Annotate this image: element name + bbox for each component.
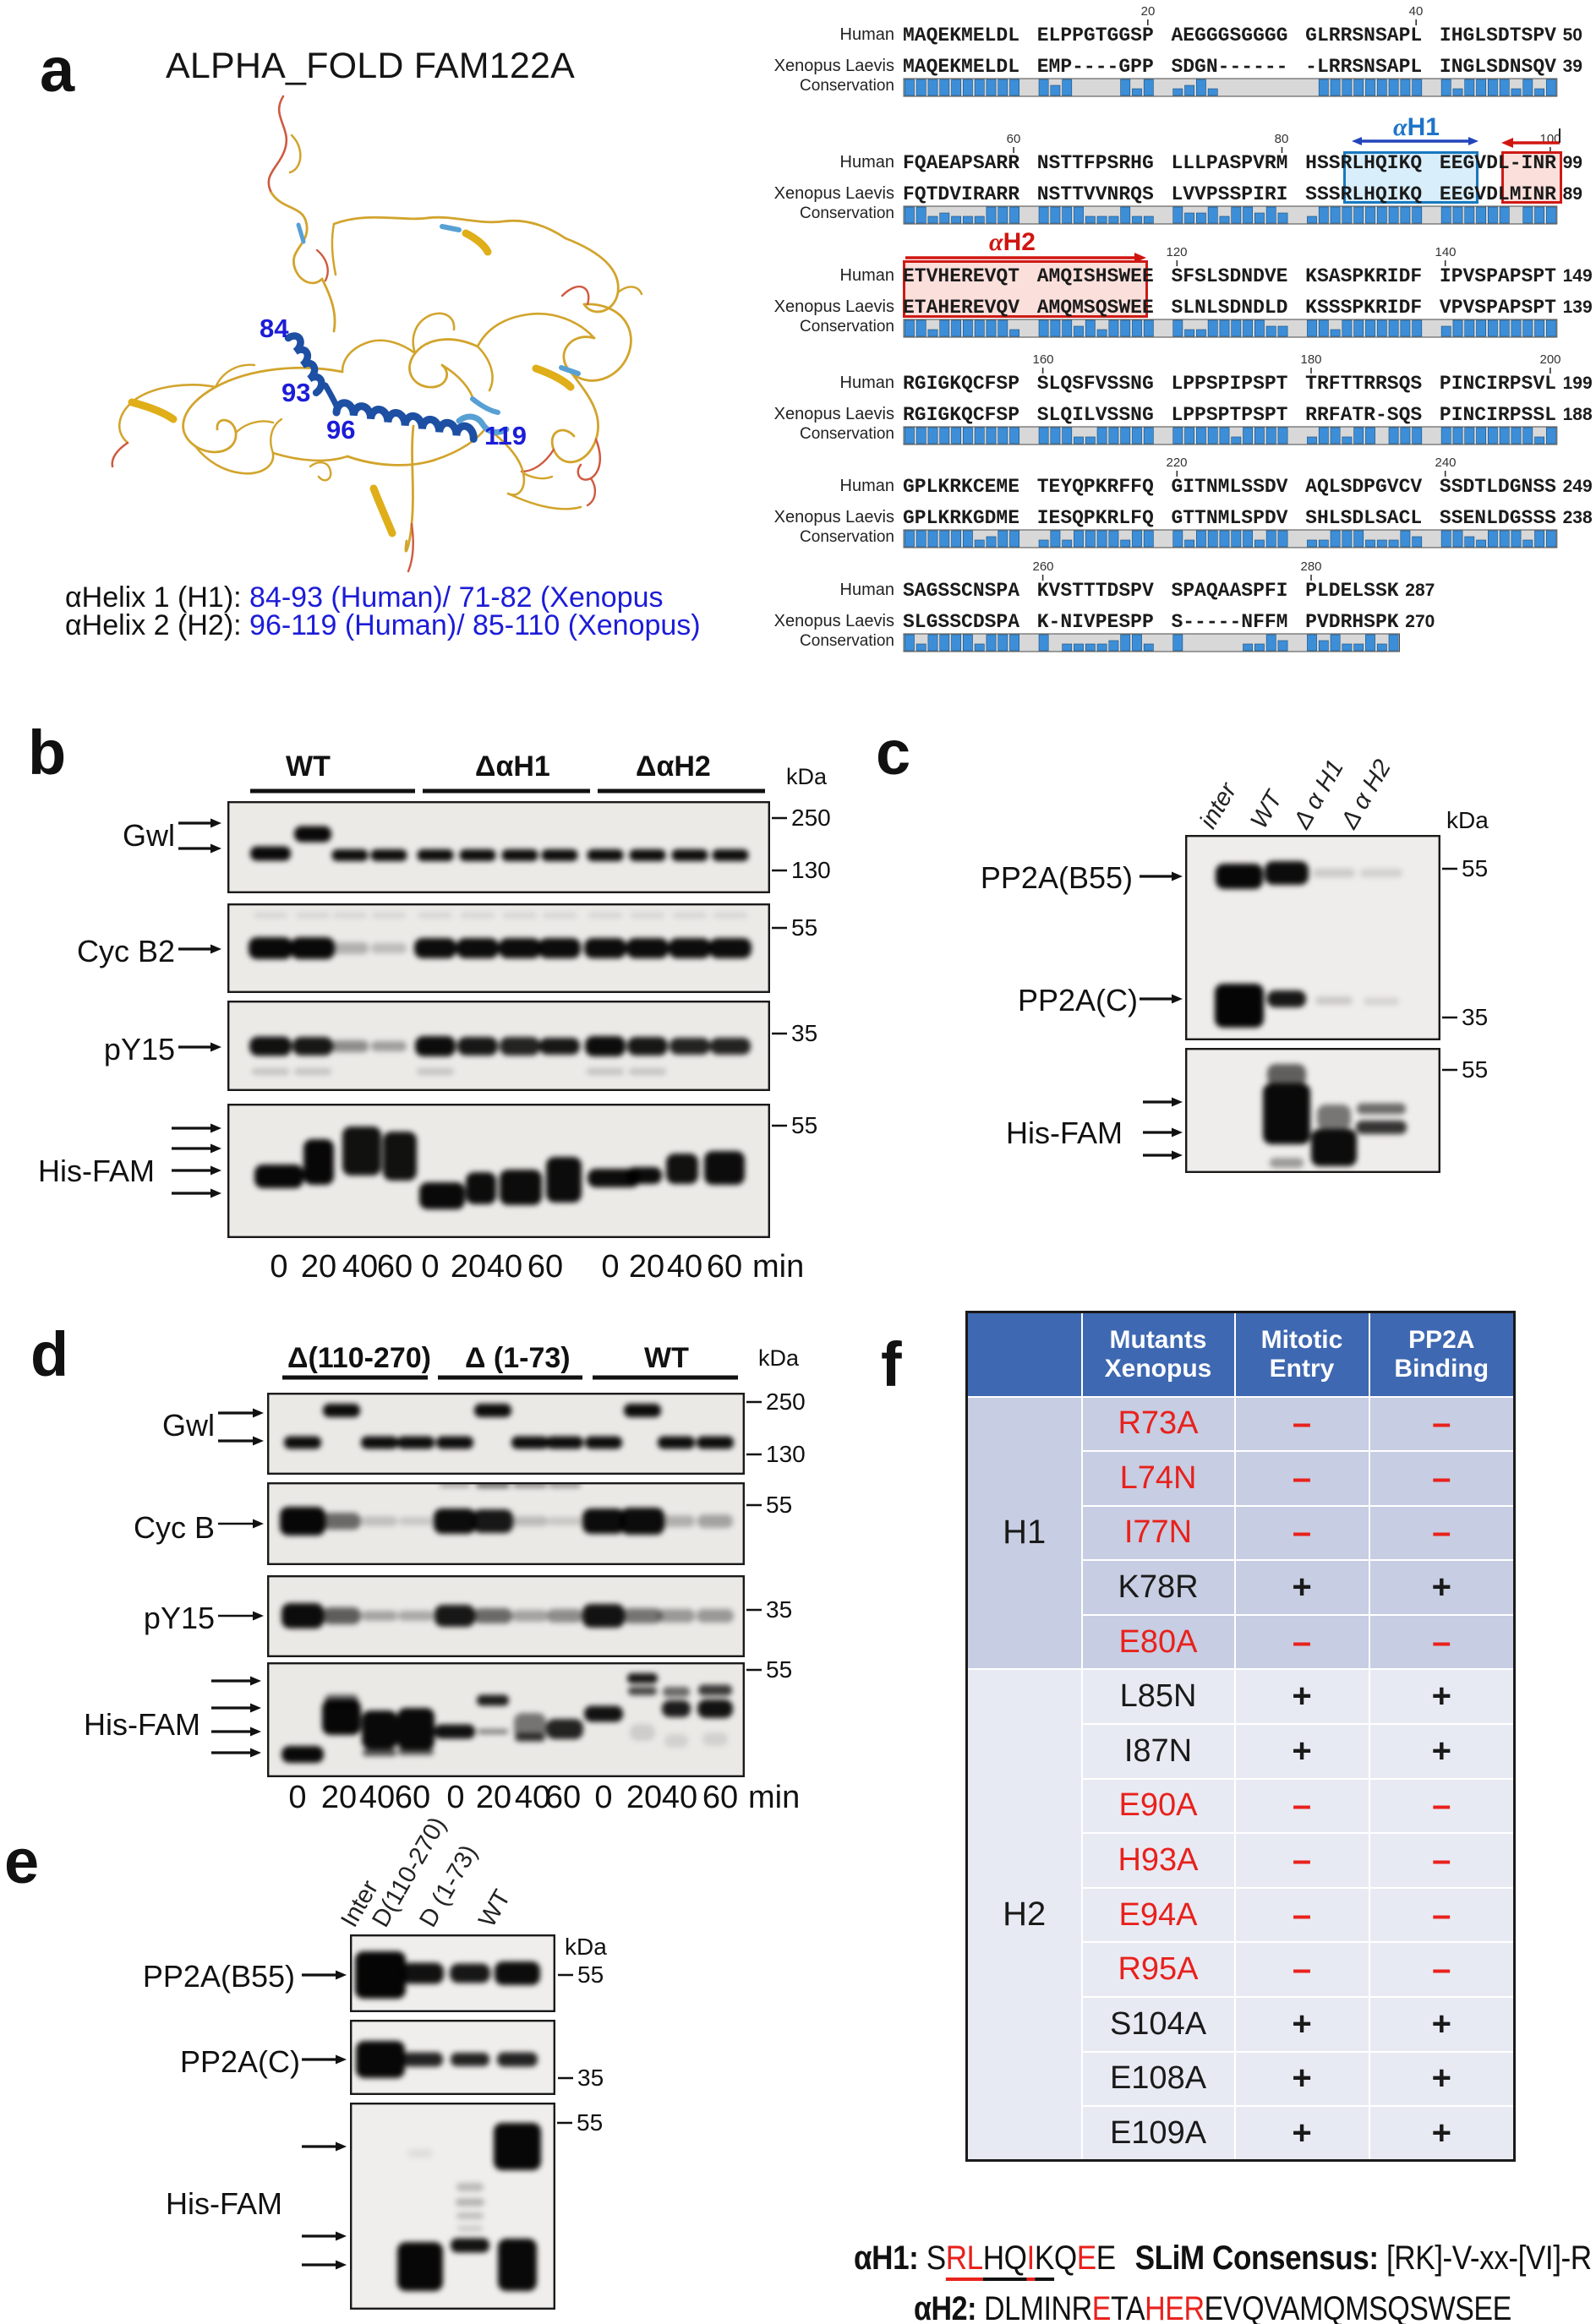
svg-text:96: 96 <box>326 415 355 445</box>
svg-text:93: 93 <box>281 378 310 407</box>
svg-text:119: 119 <box>484 421 527 450</box>
svg-text:84: 84 <box>260 314 289 343</box>
